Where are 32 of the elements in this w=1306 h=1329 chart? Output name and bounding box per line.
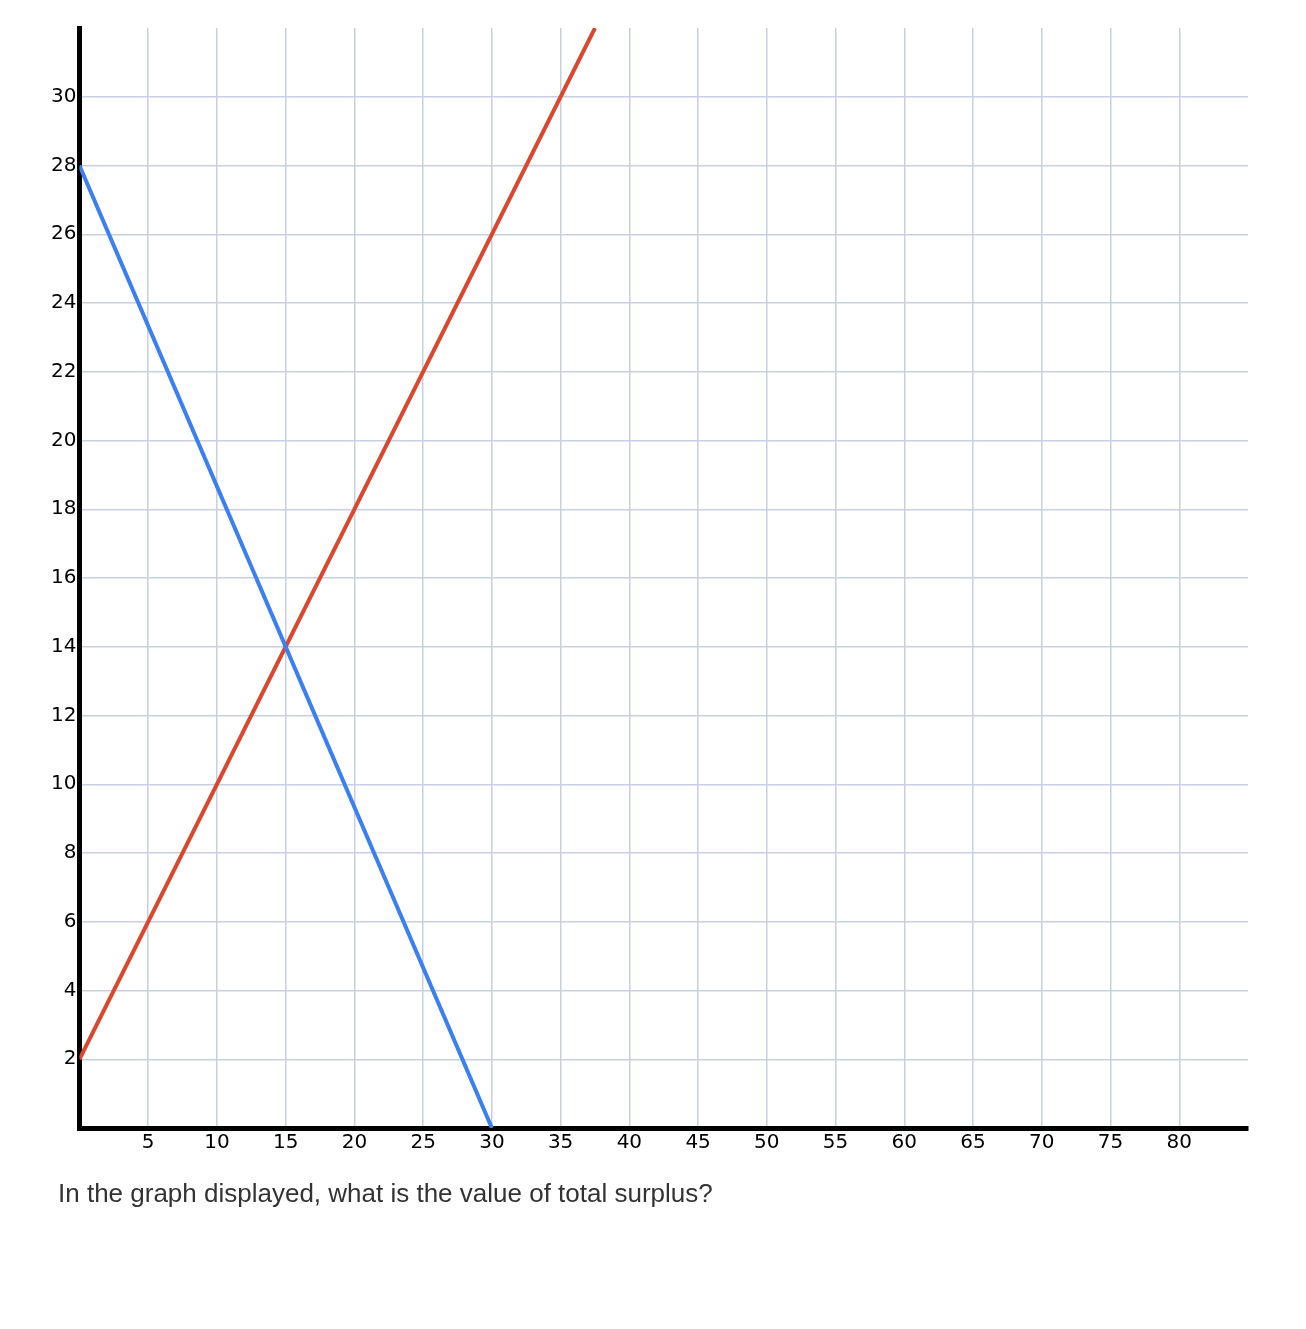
x-tick-label: 20	[341, 1129, 368, 1154]
x-tick-label: 75	[1097, 1129, 1124, 1154]
x-tick-label: 60	[891, 1129, 918, 1154]
y-tick-label: 12	[51, 701, 77, 726]
x-tick-label: 55	[822, 1129, 849, 1154]
y-tick-label: 26	[51, 220, 77, 245]
x-tick-label: 35	[547, 1129, 574, 1154]
y-tick-label: 2	[63, 1045, 77, 1070]
x-tick-label: 40	[616, 1129, 643, 1154]
x-tick-label: 10	[204, 1129, 230, 1154]
y-tick-label: 20	[51, 426, 77, 451]
y-tick-label: 4	[63, 976, 77, 1001]
y-tick-label: 6	[63, 907, 77, 932]
y-tick-label: 18	[51, 495, 77, 520]
text: In the graph displayed, what is the value of total surplus?	[58, 1178, 714, 1209]
x-tick-label: 25	[410, 1129, 436, 1154]
x-tick-label: 30	[479, 1129, 505, 1154]
y-tick-label: 16	[51, 564, 77, 589]
x-tick-label: 65	[960, 1129, 986, 1154]
x-tick-label: 70	[1029, 1129, 1055, 1154]
y-tick-label: 24	[51, 289, 77, 314]
y-tick-label: 28	[51, 151, 77, 176]
x-tick-label: 5	[141, 1129, 155, 1154]
y-tick-label: 22	[51, 357, 77, 382]
y-tick-label: 14	[51, 632, 77, 657]
y-tick-label: 10	[51, 770, 77, 795]
y-tick-label: 30	[51, 82, 77, 107]
x-tick-label: 80	[1166, 1129, 1192, 1154]
x-tick-label: 15	[272, 1129, 299, 1154]
x-tick-label: 45	[685, 1129, 711, 1154]
x-tick-label: 50	[754, 1129, 780, 1154]
y-tick-label: 8	[63, 839, 77, 864]
